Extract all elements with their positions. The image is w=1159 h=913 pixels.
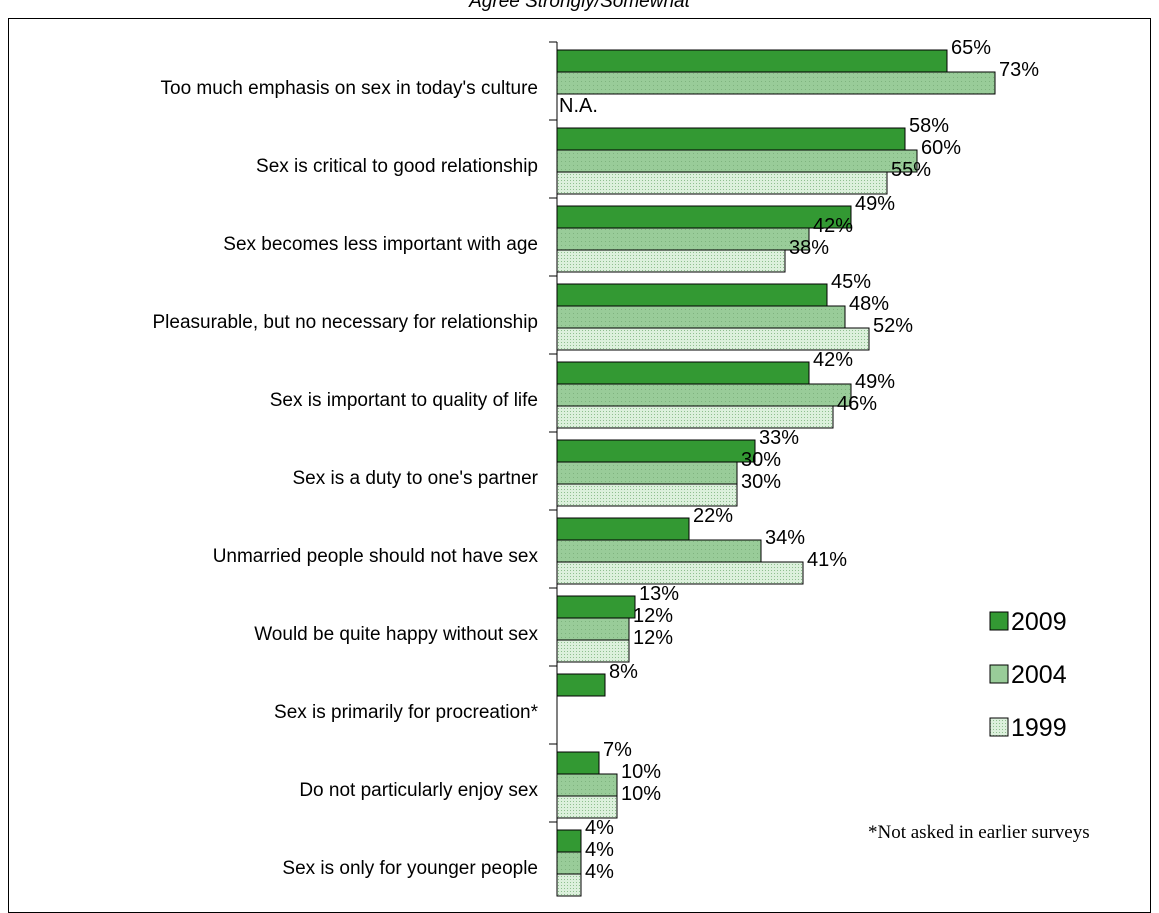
bar-2009: [556, 205, 852, 229]
legend-swatch-2004: [989, 664, 1009, 684]
category-label: Too much emphasis on sex in today's cult…: [161, 78, 539, 99]
data-label: 45%: [831, 271, 871, 293]
data-label: 58%: [909, 115, 949, 137]
data-label: 13%: [639, 583, 679, 605]
bar-2004: [556, 539, 762, 563]
category-label: Would be quite happy without sex: [254, 624, 538, 645]
data-label: 30%: [741, 449, 781, 471]
data-label: 8%: [609, 661, 638, 683]
bar-2009: [556, 829, 582, 853]
legend-swatch-1999: [989, 717, 1009, 737]
category-label: Sex is primarily for procreation*: [274, 702, 539, 723]
bar-1999: [556, 561, 804, 585]
bar-2004: [556, 773, 618, 797]
category-label: Pleasurable, but no necessary for relati…: [152, 312, 538, 333]
data-label: 49%: [855, 371, 895, 393]
data-label: 12%: [633, 627, 673, 649]
data-label: 4%: [585, 817, 614, 839]
category-label: Sex is only for younger people: [282, 858, 538, 879]
data-label: 46%: [837, 393, 877, 415]
data-label: 52%: [873, 315, 913, 337]
bar-1999: [556, 639, 630, 663]
data-label: 42%: [813, 215, 853, 237]
bar-2004: [556, 71, 996, 95]
data-label: 55%: [891, 159, 931, 181]
category-label: Sex is critical to good relationship: [256, 156, 538, 177]
data-label: 10%: [621, 783, 661, 805]
data-label: 49%: [855, 193, 895, 215]
legend-label: 1999: [1011, 714, 1067, 742]
bar-2004: [556, 149, 918, 173]
data-label: 10%: [621, 761, 661, 783]
bar-1999: [556, 249, 786, 273]
bar-2004: [556, 383, 852, 407]
data-label: 48%: [849, 293, 889, 315]
data-label: 34%: [765, 527, 805, 549]
chart-title: Agree Strongly/Somewhat: [469, 0, 690, 12]
bar-1999: [556, 327, 870, 351]
bar-2004: [556, 851, 582, 875]
category-label: Sex is important to quality of life: [270, 390, 538, 411]
bar-2009: [556, 439, 756, 463]
bar-1999: [556, 483, 738, 507]
bar-2004: [556, 305, 846, 329]
data-label: 65%: [951, 37, 991, 59]
footnote: *Not asked in earlier surveys: [868, 822, 1090, 843]
data-label: 38%: [789, 237, 829, 259]
data-label: 42%: [813, 349, 853, 371]
bar-2009: [556, 127, 906, 151]
bar-2004: [556, 617, 630, 641]
bar-2009: [556, 751, 600, 775]
bar-2009: [556, 49, 948, 73]
legend-label: 2009: [1011, 608, 1067, 636]
bar-2004: [556, 227, 810, 251]
bar-1999: [556, 873, 582, 897]
category-label: Unmarried people should not have sex: [213, 546, 539, 567]
bar-1999: [556, 795, 618, 819]
bar-1999: [556, 171, 888, 195]
bar-2009: [556, 595, 636, 619]
data-label: 4%: [585, 861, 614, 883]
data-label: 4%: [585, 839, 614, 861]
data-label: 41%: [807, 549, 847, 571]
data-label: 73%: [999, 59, 1039, 81]
bar-2009: [556, 517, 690, 541]
data-label: 30%: [741, 471, 781, 493]
bar-2004: [556, 461, 738, 485]
legend-label: 2004: [1011, 661, 1067, 689]
legend-swatch-2009: [989, 611, 1009, 631]
category-label: Do not particularly enjoy sex: [299, 780, 538, 801]
category-label: Sex is a duty to one's partner: [293, 468, 539, 489]
bar-2009: [556, 673, 606, 697]
data-label: 7%: [603, 739, 632, 761]
data-label: 22%: [693, 505, 733, 527]
bar-2009: [556, 283, 828, 307]
data-label: 33%: [759, 427, 799, 449]
data-label: N.A.: [559, 95, 598, 117]
data-label: 60%: [921, 137, 961, 159]
bar-2009: [556, 361, 810, 385]
bar-1999: [556, 405, 834, 429]
data-label: 12%: [633, 605, 673, 627]
category-label: Sex becomes less important with age: [223, 234, 538, 255]
